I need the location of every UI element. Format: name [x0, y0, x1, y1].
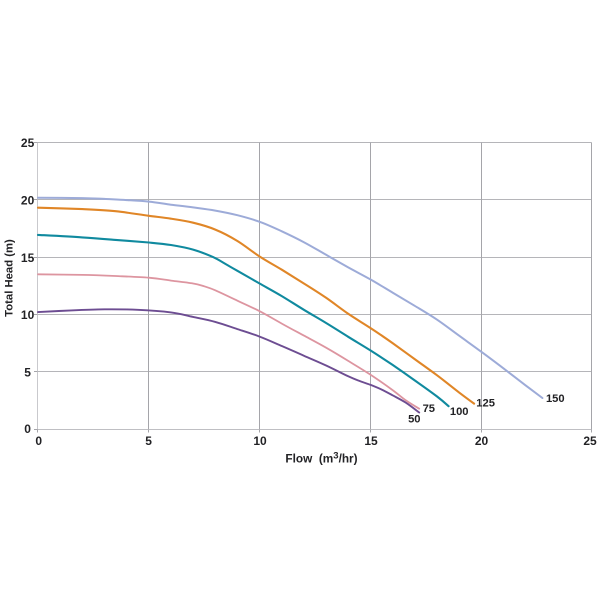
svg-text:15: 15: [364, 434, 378, 448]
svg-text:10: 10: [253, 434, 267, 448]
svg-text:5: 5: [145, 434, 152, 448]
svg-text:15: 15: [21, 251, 35, 265]
svg-text:0: 0: [24, 422, 31, 436]
svg-text:50: 50: [408, 414, 420, 426]
svg-text:0: 0: [35, 434, 42, 448]
svg-text:10: 10: [21, 308, 35, 322]
svg-text:125: 125: [476, 398, 495, 410]
svg-text:100: 100: [450, 406, 469, 418]
svg-text:25: 25: [583, 434, 597, 448]
svg-text:Flow (m3/hr): Flow (m3/hr): [285, 450, 357, 466]
svg-text:20: 20: [21, 194, 35, 208]
svg-text:5: 5: [24, 365, 31, 379]
svg-text:25: 25: [21, 136, 35, 150]
svg-text:75: 75: [423, 403, 435, 415]
svg-text:Total Head (m): Total Head (m): [4, 239, 16, 317]
svg-text:150: 150: [546, 393, 565, 405]
svg-text:20: 20: [475, 434, 489, 448]
